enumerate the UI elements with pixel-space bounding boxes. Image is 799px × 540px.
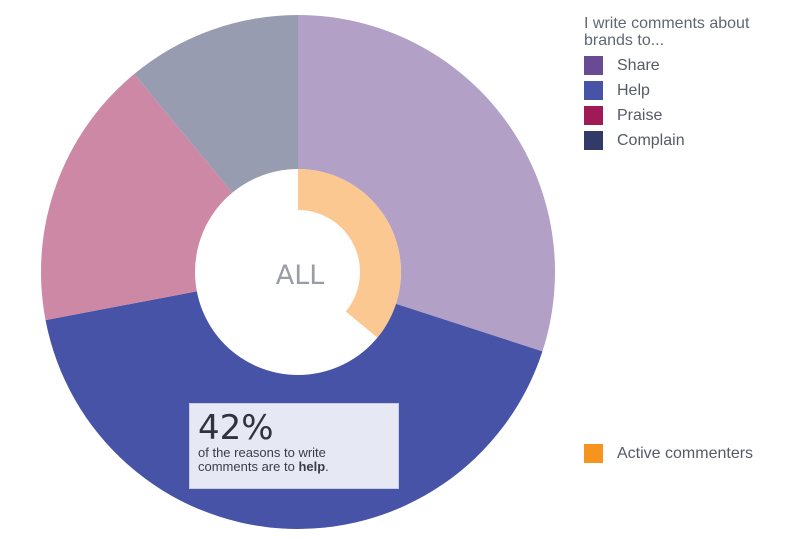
callout-percent: 42% — [198, 408, 274, 448]
legend-label: Active commenters — [617, 444, 754, 462]
slice-help[interactable] — [45, 272, 543, 529]
callout-line2-prefix: comments are to — [198, 459, 299, 474]
legend-swatch-help — [584, 81, 603, 100]
legend-label: Help — [617, 81, 650, 99]
donut-chart: ALL — [40, 15, 555, 529]
legend-item-help[interactable]: Help — [584, 78, 774, 103]
callout-line2-suffix: . — [325, 459, 329, 474]
center-label: ALL — [276, 260, 325, 291]
legend-label: Complain — [617, 131, 685, 149]
legend-swatch-complain — [584, 131, 603, 150]
legend-swatch-share — [584, 56, 603, 75]
callout-box: 42% of the reasons to write comments are… — [189, 403, 399, 489]
legend-swatch-praise — [584, 106, 603, 125]
legend: I write comments about brands to... Shar… — [584, 15, 774, 153]
callout-line1: of the reasons to write — [198, 445, 326, 460]
legend-item-complain[interactable]: Complain — [584, 128, 774, 153]
callout-line2-bold: help — [298, 459, 326, 474]
legend-title: I write comments about brands to... — [584, 15, 750, 49]
legend-list: Share Help Praise Complain — [584, 53, 774, 153]
legend-label: Praise — [617, 106, 663, 124]
inner-slice-active-commenters[interactable] — [298, 169, 401, 338]
legend-label: Share — [617, 56, 660, 74]
legend-swatch-active-commenters — [584, 444, 603, 463]
legend-item-praise[interactable]: Praise — [584, 103, 774, 128]
inner-ring — [298, 169, 401, 338]
callout-text: of the reasons to write comments are to … — [198, 446, 390, 474]
legend-item-active-commenters[interactable]: Active commenters — [584, 444, 753, 463]
legend-item-share[interactable]: Share — [584, 53, 774, 78]
